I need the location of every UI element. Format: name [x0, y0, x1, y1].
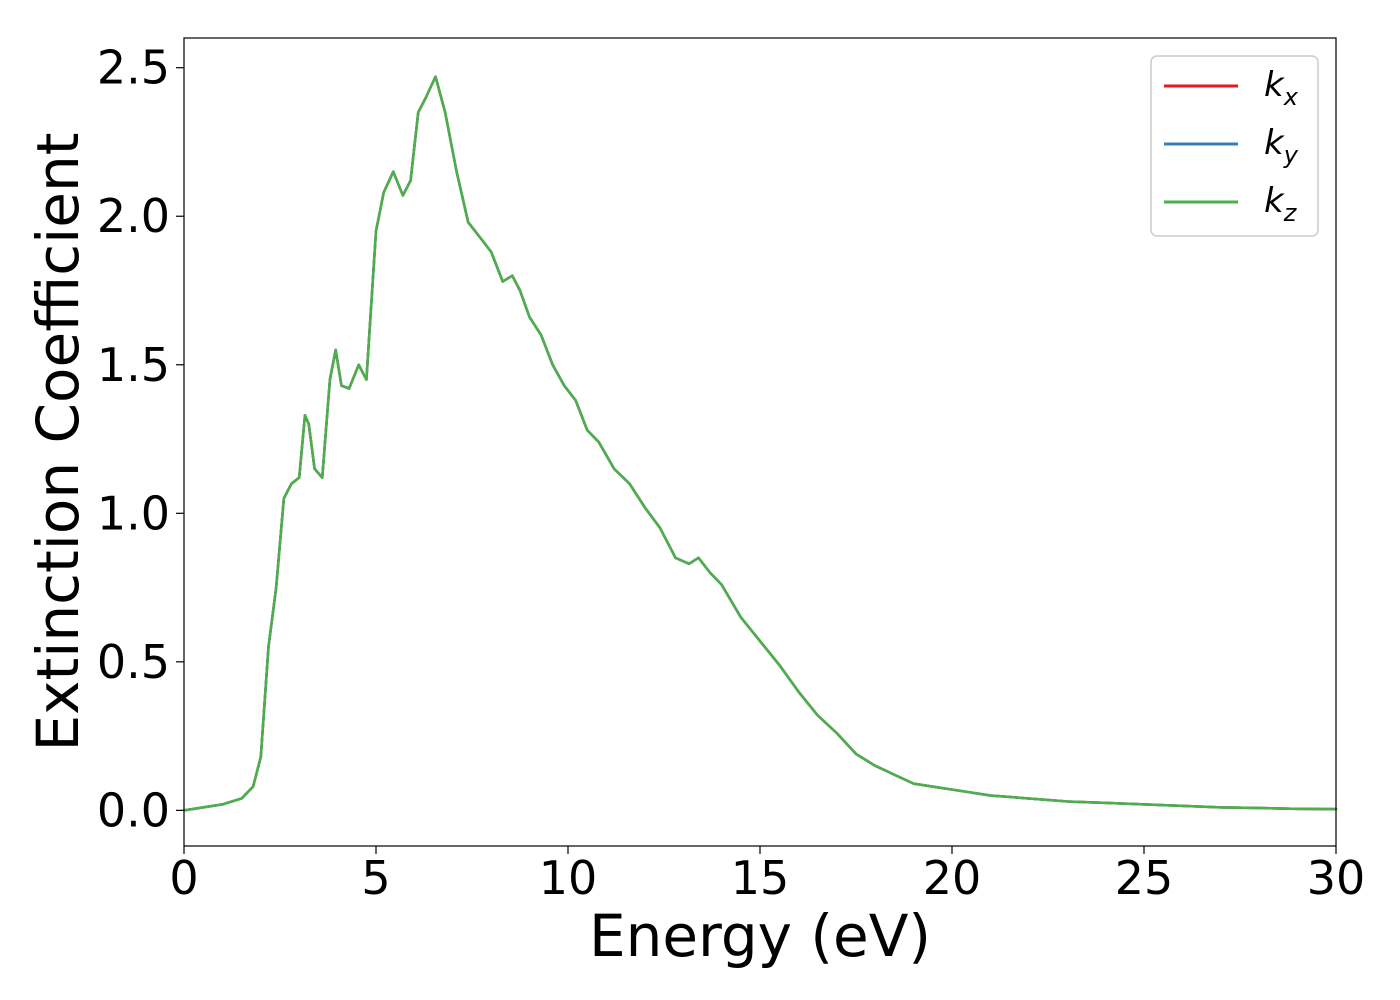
y-tick-label: 2.5 [97, 41, 170, 95]
legend-label-kz: kz [1264, 181, 1298, 227]
x-tick-label: 5 [361, 851, 390, 905]
y-tick-label: 1.0 [97, 486, 170, 540]
x-tick-label: 10 [539, 851, 598, 905]
y-tick-label: 2.0 [97, 189, 170, 243]
plot-area-frame [183, 37, 1337, 847]
x-tick-label: 25 [1115, 851, 1174, 905]
legend: kx ky kz [1150, 55, 1319, 237]
y-tick-label: 0.5 [97, 635, 170, 689]
x-tick-label: 0 [169, 851, 198, 905]
x-tick-label: 30 [1307, 851, 1366, 905]
y-tick-label: 1.5 [97, 338, 170, 392]
x-tick-label: 15 [731, 851, 790, 905]
legend-label-ky: ky [1264, 123, 1299, 169]
series-layer [182, 75, 1338, 812]
x-axis-ticks: 0 5 10 15 20 25 30 [169, 846, 1365, 905]
legend-items: kx ky kz [1164, 65, 1299, 227]
y-tick-label: 0.0 [97, 783, 170, 837]
series-line-kz [182, 75, 1338, 812]
legend-box [1150, 55, 1319, 237]
y-axis-ticks: 0.0 0.5 1.0 1.5 2.0 2.5 [97, 41, 184, 837]
legend-label-kx: kx [1264, 65, 1299, 111]
x-tick-label: 20 [923, 851, 982, 905]
x-axis-label: Energy (eV) [589, 902, 931, 970]
y-axis-label: Extinction Coefficient [24, 133, 92, 752]
